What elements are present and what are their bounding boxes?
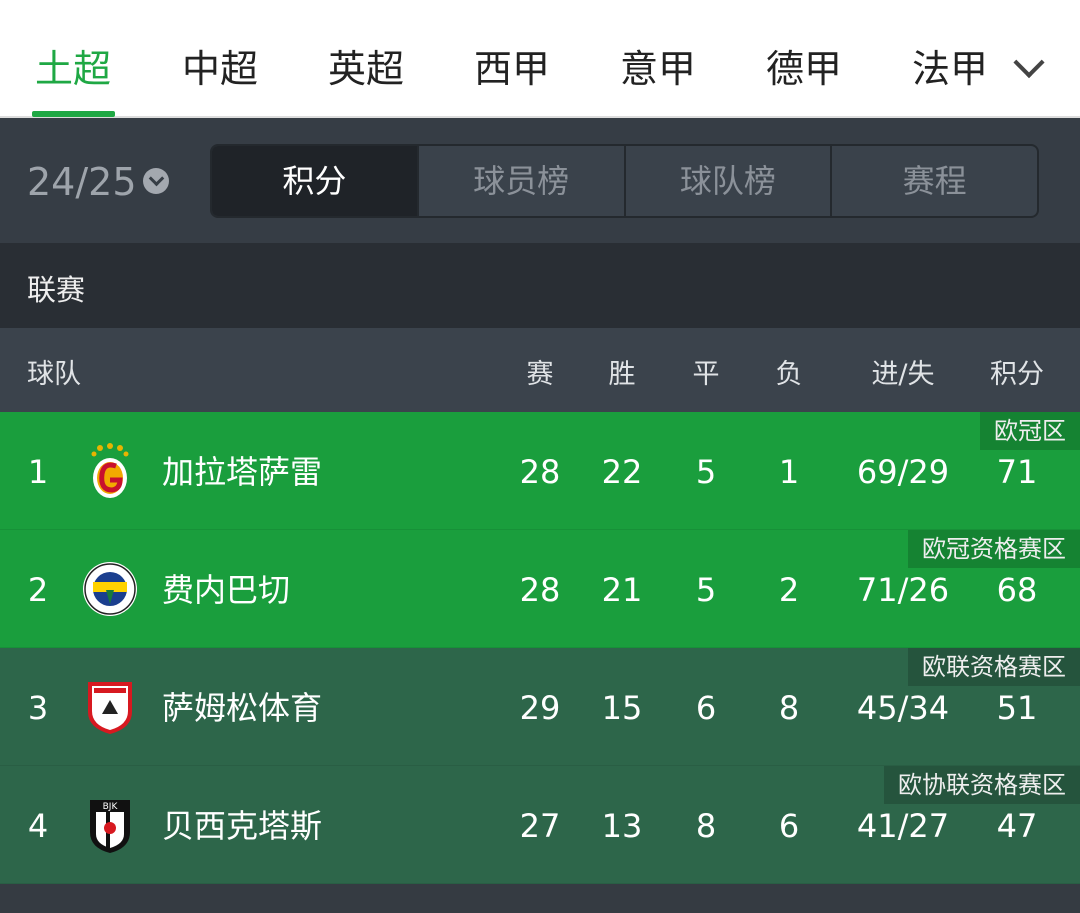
col-won: 胜 bbox=[608, 359, 636, 390]
team-logo-samsunspor bbox=[82, 678, 138, 736]
zone-badge: 欧冠资格赛区 bbox=[908, 530, 1080, 568]
cell-lost: 8 bbox=[778, 689, 800, 727]
zone-badge: 欧冠区 bbox=[980, 412, 1080, 450]
tab-epl[interactable]: 英超 bbox=[327, 47, 404, 91]
team-name[interactable]: 加拉塔萨雷 bbox=[162, 453, 323, 491]
team-name[interactable]: 贝西克塔斯 bbox=[162, 807, 323, 845]
cell-won: 15 bbox=[601, 689, 643, 727]
cell-goals: 69/29 bbox=[856, 453, 950, 491]
team-rank: 2 bbox=[27, 571, 49, 609]
cell-goals: 45/34 bbox=[856, 689, 950, 727]
team-rank: 4 bbox=[27, 807, 49, 845]
segment-schedule[interactable]: 赛程 bbox=[830, 146, 1037, 216]
cell-played: 27 bbox=[519, 807, 561, 845]
cell-goals: 41/27 bbox=[856, 807, 950, 845]
tab-super-lig[interactable]: 土超 bbox=[34, 47, 111, 91]
section-title: 联赛 bbox=[27, 273, 86, 307]
cell-lost: 1 bbox=[778, 453, 800, 491]
cell-played: 28 bbox=[519, 571, 561, 609]
cell-points: 68 bbox=[996, 571, 1038, 609]
table-row[interactable]: 欧联资格赛区 3 萨姆松体育 29 15 6 8 45/34 51 bbox=[0, 648, 1080, 766]
team-logo-fenerbahce bbox=[82, 560, 138, 618]
cell-played: 29 bbox=[519, 689, 561, 727]
zone-badge: 欧联资格赛区 bbox=[908, 648, 1080, 686]
tab-bundesliga[interactable]: 德甲 bbox=[765, 47, 842, 91]
tab-csl[interactable]: 中超 bbox=[181, 47, 258, 91]
table-header: 球队 赛 胜 平 负 进/失 积分 bbox=[0, 328, 1080, 412]
tab-laliga[interactable]: 西甲 bbox=[473, 47, 550, 91]
segment-standings[interactable]: 积分 bbox=[212, 146, 417, 216]
segment-team-rank[interactable]: 球队榜 bbox=[623, 146, 831, 216]
table-row[interactable]: 欧协联资格赛区 4 BJK 贝西克塔斯 27 13 8 6 41/27 47 bbox=[0, 766, 1080, 884]
cell-played: 28 bbox=[519, 453, 561, 491]
segment-player-rank[interactable]: 球员榜 bbox=[416, 146, 624, 216]
tab-serie-a[interactable]: 意甲 bbox=[619, 47, 696, 91]
col-played: 赛 bbox=[526, 359, 554, 390]
team-rank: 1 bbox=[27, 453, 49, 491]
cell-points: 71 bbox=[996, 453, 1038, 491]
zone-badge: 欧协联资格赛区 bbox=[884, 766, 1080, 804]
col-team: 球队 bbox=[27, 359, 81, 390]
cell-goals: 71/26 bbox=[856, 571, 950, 609]
col-lost: 负 bbox=[775, 359, 803, 390]
view-segmented-control: 积分 球员榜 球队榜 赛程 bbox=[210, 144, 1039, 218]
cell-won: 21 bbox=[601, 571, 643, 609]
cell-won: 13 bbox=[601, 807, 643, 845]
team-rank: 3 bbox=[27, 689, 49, 727]
cell-lost: 2 bbox=[778, 571, 800, 609]
cell-draw: 8 bbox=[695, 807, 717, 845]
col-draw: 平 bbox=[692, 359, 720, 390]
team-name[interactable]: 萨姆松体育 bbox=[162, 689, 323, 727]
cell-draw: 5 bbox=[695, 453, 717, 491]
chevron-down-icon[interactable] bbox=[1013, 46, 1045, 79]
svg-text:BJK: BJK bbox=[103, 802, 119, 812]
table-row[interactable]: 欧冠资格赛区 2 费内巴切 28 21 5 2 71/26 68 bbox=[0, 530, 1080, 648]
league-nav: 土超 中超 英超 西甲 意甲 德甲 法甲 bbox=[0, 0, 1080, 118]
col-goals: 进/失 bbox=[871, 359, 935, 390]
table-row[interactable]: 欧冠区 1 加拉塔萨雷 28 22 5 1 69/29 71 bbox=[0, 412, 1080, 530]
section-header: 联赛 bbox=[0, 243, 1080, 328]
season-selector[interactable]: 24/25 bbox=[27, 160, 137, 204]
cell-points: 51 bbox=[996, 689, 1038, 727]
cell-points: 47 bbox=[996, 807, 1038, 845]
active-tab-indicator bbox=[32, 111, 115, 117]
team-logo-besiktas: BJK bbox=[82, 796, 138, 854]
cell-lost: 6 bbox=[778, 807, 800, 845]
tab-ligue1[interactable]: 法甲 bbox=[911, 47, 988, 91]
cell-draw: 5 bbox=[695, 571, 717, 609]
team-logo-galatasaray bbox=[82, 442, 138, 500]
team-name[interactable]: 费内巴切 bbox=[162, 571, 291, 609]
col-points: 积分 bbox=[990, 359, 1044, 390]
cell-won: 22 bbox=[601, 453, 643, 491]
footer-area bbox=[0, 884, 1080, 913]
chevron-down-circle-icon[interactable] bbox=[143, 168, 169, 194]
cell-draw: 6 bbox=[695, 689, 717, 727]
